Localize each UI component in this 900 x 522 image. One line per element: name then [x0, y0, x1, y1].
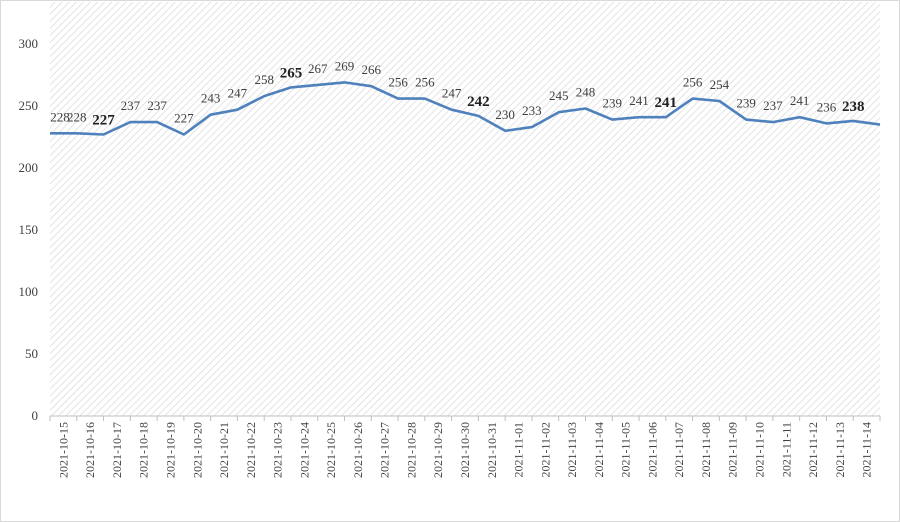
x-tick-label: 2021-11-02 — [538, 422, 552, 478]
data-label: 227 — [92, 113, 115, 129]
x-tick-label: 2021-11-04 — [592, 422, 606, 478]
x-tick-label: 2021-11-12 — [806, 422, 820, 478]
x-tick-label: 2021-10-24 — [297, 422, 311, 478]
x-tick-label: 2021-10-21 — [217, 422, 231, 478]
data-label: 228 — [67, 109, 87, 124]
data-label: 242 — [467, 94, 490, 110]
data-label: 236 — [817, 99, 837, 114]
data-label: 227 — [174, 111, 194, 126]
x-tick-label: 2021-11-13 — [833, 422, 847, 478]
y-tick-label: 150 — [19, 222, 39, 237]
y-tick-label: 0 — [32, 408, 39, 423]
x-tick-label: 2021-11-14 — [860, 422, 874, 478]
x-tick-label: 2021-10-30 — [458, 422, 472, 478]
data-label: 239 — [736, 96, 756, 111]
data-label: 237 — [147, 98, 167, 113]
x-tick-label: 2021-11-08 — [699, 422, 713, 478]
y-axis: 0 50 100 150 200 250 300 — [19, 36, 39, 423]
data-label: 228 — [50, 109, 70, 124]
x-tick-label: 2021-10-27 — [378, 422, 392, 478]
data-label: 269 — [335, 58, 355, 73]
data-label: 254 — [710, 77, 730, 92]
x-tick-label: 2021-10-16 — [83, 422, 97, 478]
x-axis: 2021-10-15 2021-10-16 2021-10-17 2021-10-18… — [49, 415, 881, 478]
x-tick-label: 2021-10-19 — [163, 422, 177, 478]
data-label: 256 — [415, 75, 435, 90]
data-label: 241 — [790, 93, 810, 108]
x-tick-label: 2021-10-29 — [431, 422, 445, 478]
data-label: 247 — [228, 86, 248, 101]
data-label: 241 — [629, 93, 649, 108]
x-tick-label: 2021-10-25 — [324, 422, 338, 478]
data-label: 237 — [121, 98, 141, 113]
data-label: 256 — [683, 75, 703, 90]
series-line — [50, 81, 881, 136]
data-label: 258 — [254, 72, 274, 87]
x-tick-label: 2021-11-01 — [512, 422, 526, 478]
data-label: 248 — [576, 84, 596, 99]
y-tick-label: 50 — [25, 346, 38, 361]
x-tick-label: 2021-10-26 — [351, 422, 365, 478]
y-tick-label: 300 — [19, 36, 39, 51]
x-tick-label: 2021-11-06 — [645, 422, 659, 478]
data-label: 237 — [763, 98, 783, 113]
x-tick-label: 2021-11-09 — [726, 422, 740, 478]
x-tick-label: 2021-11-03 — [565, 422, 579, 478]
data-label: 247 — [442, 86, 462, 101]
x-tick-label: 2021-11-07 — [672, 422, 686, 478]
x-tick-label: 2021-11-10 — [753, 422, 767, 478]
data-label: 265 — [280, 65, 303, 81]
data-label: 243 — [201, 91, 221, 106]
x-tick-label: 2021-10-15 — [56, 422, 70, 478]
data-label: 241 — [655, 95, 678, 111]
x-tick-label: 2021-10-28 — [404, 422, 418, 478]
data-label: 266 — [362, 62, 382, 77]
y-tick-label: 250 — [19, 98, 39, 113]
x-tick-label: 2021-11-11 — [779, 422, 793, 477]
y-tick-label: 100 — [19, 284, 39, 299]
data-label: 233 — [522, 103, 542, 118]
data-label: 230 — [495, 107, 515, 122]
plot-area — [50, 2, 880, 416]
data-label: 239 — [603, 96, 623, 111]
x-tick-label: 2021-10-22 — [244, 422, 258, 478]
x-tick-label: 2021-11-05 — [619, 422, 633, 478]
data-label: 245 — [549, 88, 569, 103]
x-tick-label: 2021-10-23 — [271, 422, 285, 478]
x-tick-label: 2021-10-31 — [485, 422, 499, 478]
data-label: 238 — [842, 99, 865, 115]
x-tick-label: 2021-10-17 — [110, 422, 124, 478]
x-tick-label: 2021-10-20 — [190, 422, 204, 478]
data-label: 267 — [308, 61, 328, 76]
data-label: 256 — [388, 75, 408, 90]
x-tick-label: 2021-10-18 — [137, 422, 151, 478]
y-tick-label: 200 — [19, 160, 39, 175]
